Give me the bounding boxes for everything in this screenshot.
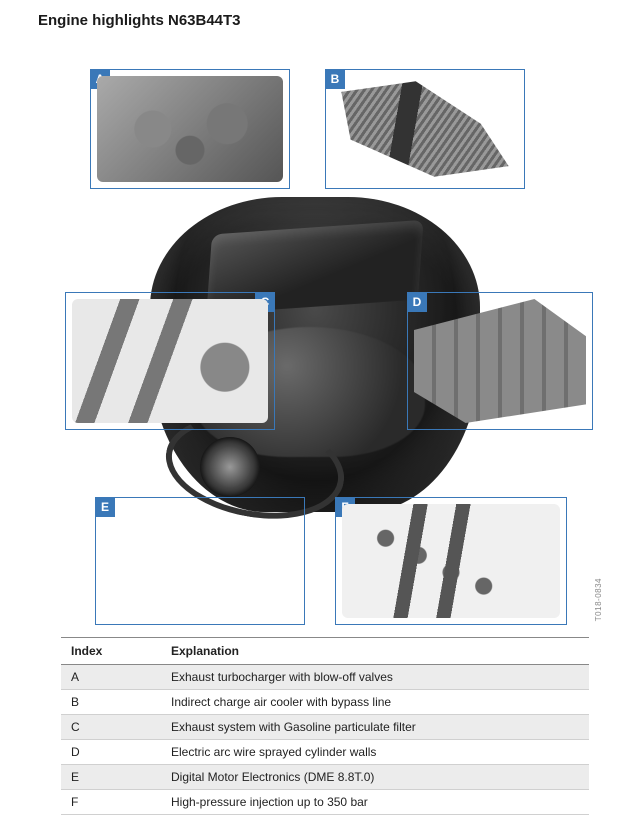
legend-cell-index: A — [61, 665, 161, 690]
legend-cell-index: E — [61, 765, 161, 790]
engine-diagram: A B C D E F T018-0834 — [45, 47, 605, 627]
callout-b: B — [325, 69, 525, 189]
callout-tag-d: D — [407, 292, 427, 312]
legend-cell-index: D — [61, 740, 161, 765]
legend-cell-index: C — [61, 715, 161, 740]
component-exhaust-system — [72, 299, 268, 423]
table-row: CExhaust system with Gasoline particulat… — [61, 715, 589, 740]
table-row: EDigital Motor Electronics (DME 8.8T.0) — [61, 765, 589, 790]
figure-reference: T018-0834 — [594, 578, 603, 621]
table-row: FHigh-pressure injection up to 350 bar — [61, 790, 589, 815]
table-row: BIndirect charge air cooler with bypass … — [61, 690, 589, 715]
callout-e: E — [95, 497, 305, 625]
table-row: AExhaust turbocharger with blow-off valv… — [61, 665, 589, 690]
callout-tag-b: B — [325, 69, 345, 89]
legend-cell-explanation: High-pressure injection up to 350 bar — [161, 790, 589, 815]
component-turbocharger — [97, 76, 283, 182]
legend-cell-explanation: Digital Motor Electronics (DME 8.8T.0) — [161, 765, 589, 790]
callout-c: C — [65, 292, 275, 430]
component-cylinder-block — [414, 299, 586, 423]
legend-cell-explanation: Indirect charge air cooler with bypass l… — [161, 690, 589, 715]
legend-header-row: Index Explanation — [61, 638, 589, 665]
page-title: Engine highlights N63B44T3 — [38, 12, 612, 29]
legend-header-index: Index — [61, 638, 161, 665]
legend-table: Index Explanation AExhaust turbocharger … — [61, 637, 589, 815]
legend-cell-explanation: Electric arc wire sprayed cylinder walls — [161, 740, 589, 765]
legend-cell-explanation: Exhaust system with Gasoline particulate… — [161, 715, 589, 740]
callout-f: F — [335, 497, 567, 625]
legend-cell-index: B — [61, 690, 161, 715]
callout-a: A — [90, 69, 290, 189]
component-fuel-rail — [342, 504, 560, 618]
callout-tag-e: E — [95, 497, 115, 517]
callout-d: D — [407, 292, 593, 430]
legend-header-explanation: Explanation — [161, 638, 589, 665]
legend-body: AExhaust turbocharger with blow-off valv… — [61, 665, 589, 815]
engine-pulley — [200, 437, 260, 497]
table-row: DElectric arc wire sprayed cylinder wall… — [61, 740, 589, 765]
legend-cell-explanation: Exhaust turbocharger with blow-off valve… — [161, 665, 589, 690]
component-charge-air-cooler — [332, 76, 518, 182]
legend-cell-index: F — [61, 790, 161, 815]
